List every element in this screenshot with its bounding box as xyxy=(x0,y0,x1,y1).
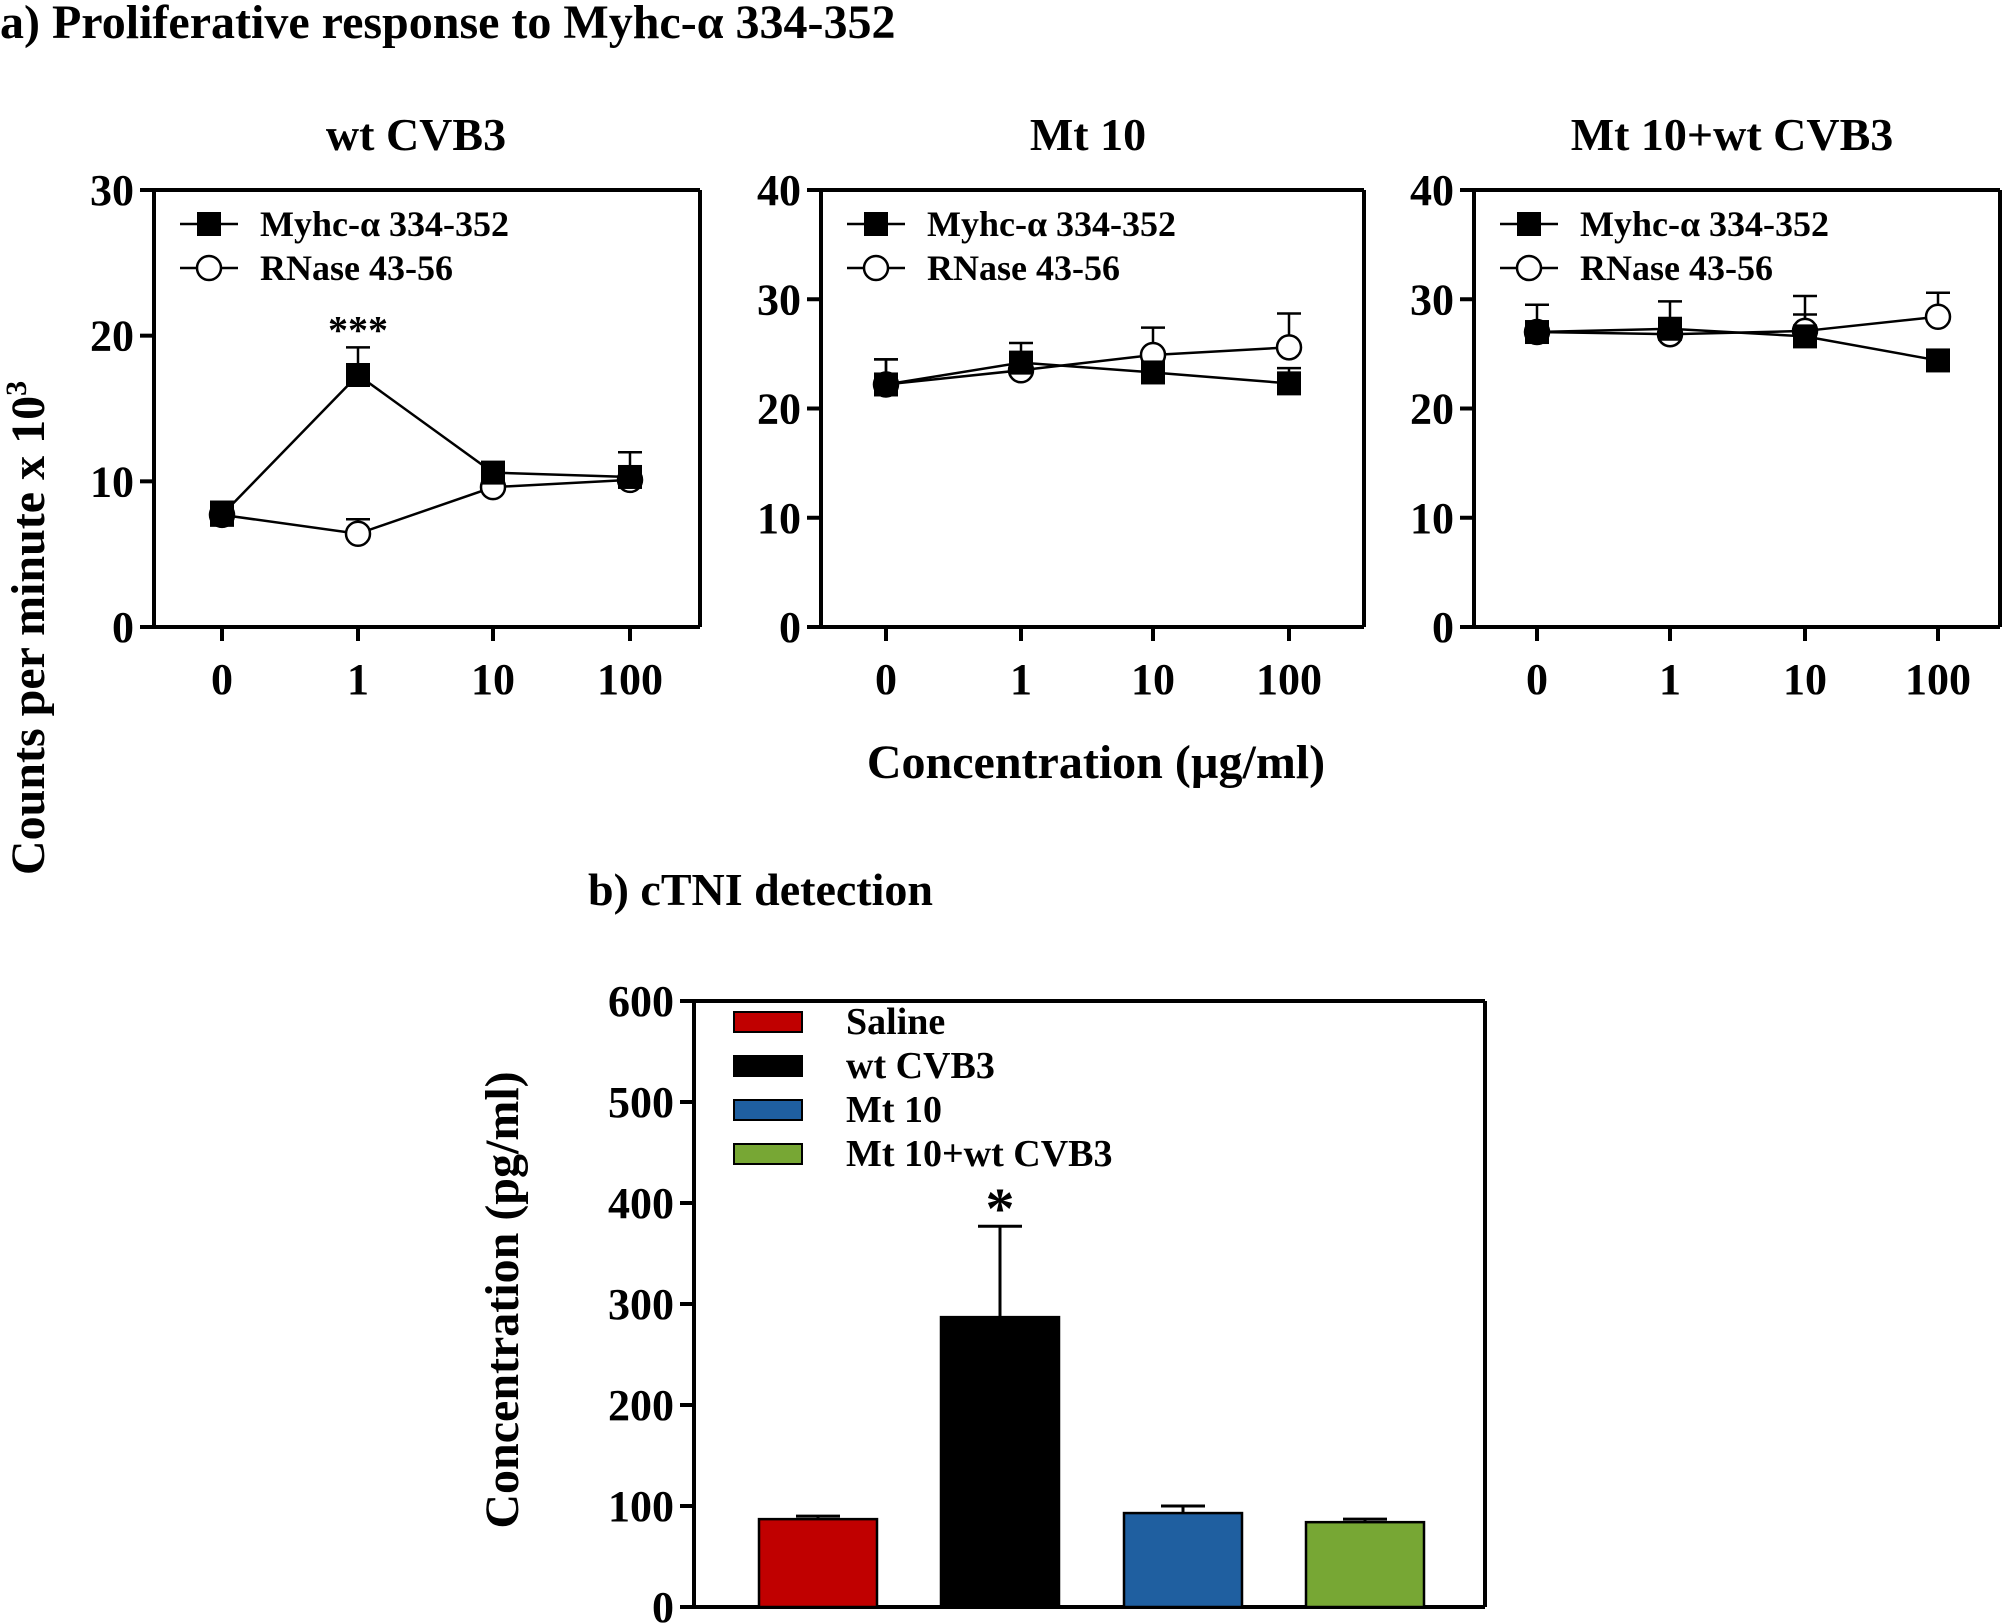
legend-label-1: RNase 43-56 xyxy=(927,248,1120,288)
chart-title: Mt 10 xyxy=(1030,109,1146,160)
x-tick-label: 100 xyxy=(597,655,663,704)
legend-label-1: RNase 43-56 xyxy=(260,248,453,288)
significance-marker: *** xyxy=(328,307,388,352)
y-tick-label: 30 xyxy=(1410,275,1454,324)
x-tick-label: 0 xyxy=(875,655,897,704)
legend-marker-circle xyxy=(195,254,223,282)
data-point-square xyxy=(1926,348,1950,373)
legend-swatch-0 xyxy=(733,1011,803,1033)
bar-2 xyxy=(1122,1511,1244,1609)
y-tick-label: 10 xyxy=(90,457,134,506)
data-point-square xyxy=(1793,324,1817,349)
x-tick-label: 1 xyxy=(347,655,369,704)
y-tick-label: 30 xyxy=(90,166,134,215)
y-axis-label-counts-main: Counts per minute x 10 xyxy=(2,396,55,875)
data-point-square xyxy=(1658,316,1682,341)
data-point-square xyxy=(1141,360,1165,385)
legend-marker-square xyxy=(197,212,221,236)
y-tick-label: 30 xyxy=(757,275,801,324)
legend-label-0: Myhc-α 334-352 xyxy=(1580,204,1829,244)
y-tick-label: 20 xyxy=(757,385,801,434)
bar-1 xyxy=(939,1315,1061,1609)
data-point-square xyxy=(210,502,234,527)
chart-title: Mt 10+wt CVB3 xyxy=(1571,109,1894,160)
y-tick-label: 20 xyxy=(1410,385,1454,434)
legend-label-2: Mt 10 xyxy=(846,1089,942,1131)
chart-title: wt CVB3 xyxy=(326,109,506,160)
y-axis-label-concentration: Concentration (pg/ml) xyxy=(476,1071,529,1528)
significance-marker: * xyxy=(986,1176,1015,1241)
x-tick-label: 0 xyxy=(211,655,233,704)
y-tick-label: 100 xyxy=(608,1482,674,1531)
y-tick-label: 400 xyxy=(608,1179,674,1228)
data-point-square xyxy=(1277,371,1301,396)
legend-label-1: wt CVB3 xyxy=(846,1045,995,1087)
series-line-0 xyxy=(221,373,631,516)
y-tick-label: 300 xyxy=(608,1280,674,1329)
y-tick-label: 600 xyxy=(608,977,674,1026)
y-tick-label: 0 xyxy=(112,603,134,652)
data-point-square xyxy=(346,362,370,387)
x-tick-label: 100 xyxy=(1905,655,1971,704)
data-point-square xyxy=(1525,320,1549,345)
data-point-square xyxy=(1009,350,1033,375)
y-tick-label: 40 xyxy=(757,166,801,215)
data-point-square xyxy=(618,464,642,489)
legend-marker-square xyxy=(1517,212,1541,236)
y-tick-label: 10 xyxy=(1410,494,1454,543)
legend-swatch-3 xyxy=(733,1143,803,1165)
series-line-1 xyxy=(885,346,1290,386)
y-tick-label: 0 xyxy=(779,603,801,652)
y-tick-label: 10 xyxy=(757,494,801,543)
data-point-circle xyxy=(344,520,372,548)
line-chart-mt10-wt-cvb3: Mt 10+wt CVB3 0 10 20 30 40 0 1 10 100 Myhc-α 334-… xyxy=(1410,109,2002,704)
x-tick-label: 10 xyxy=(471,655,515,704)
series-line-1 xyxy=(221,478,631,536)
y-tick-label: 0 xyxy=(1432,603,1454,652)
legend-marker-circle xyxy=(1515,254,1543,282)
legend-marker-circle xyxy=(862,254,890,282)
y-axis-label-counts-superscript: 3 xyxy=(0,381,33,396)
y-tick-label: 200 xyxy=(608,1381,674,1430)
line-chart-mt10: Mt 10 0 10 20 30 40 0 1 10 100 Myhc-α 334-352RNase… xyxy=(757,109,1366,704)
line-chart-wt-cvb3: wt CVB3 0 10 20 30 0 1 10 100 Myhc-α 334-352RNase… xyxy=(90,109,702,704)
legend-label-0: Myhc-α 334-352 xyxy=(927,204,1176,244)
legend-label-3: Mt 10+wt CVB3 xyxy=(846,1133,1113,1175)
panel-a-title: a) Proliferative response to Myhc-α 334-… xyxy=(0,0,895,49)
data-point-circle xyxy=(1275,334,1303,361)
x-axis-label-concentration: Concentration (µg/ml) xyxy=(867,736,1325,789)
bar-0 xyxy=(757,1517,879,1609)
series-line-0 xyxy=(885,361,1290,386)
x-tick-label: 1 xyxy=(1010,655,1032,704)
x-tick-label: 100 xyxy=(1256,655,1322,704)
data-point-circle xyxy=(1924,303,1952,330)
bar-3 xyxy=(1304,1520,1426,1609)
x-tick-label: 10 xyxy=(1131,655,1175,704)
legend-swatch-1 xyxy=(733,1055,803,1077)
series-line-0 xyxy=(1536,327,1939,362)
legend-label-1: RNase 43-56 xyxy=(1580,248,1773,288)
legend-label-0: Saline xyxy=(846,1001,945,1043)
y-axis-label-counts: Counts per minute x 103 xyxy=(0,381,55,875)
x-tick-label: 1 xyxy=(1659,655,1681,704)
data-point-square xyxy=(874,372,898,397)
data-point-square xyxy=(481,460,505,485)
y-tick-label: 40 xyxy=(1410,166,1454,215)
legend-label-0: Myhc-α 334-352 xyxy=(260,204,509,244)
x-tick-label: 0 xyxy=(1526,655,1548,704)
y-tick-label: 20 xyxy=(90,312,134,361)
legend-swatch-2 xyxy=(733,1099,803,1121)
y-tick-label: 500 xyxy=(608,1078,674,1127)
x-tick-label: 10 xyxy=(1783,655,1827,704)
y-tick-label: 0 xyxy=(652,1583,674,1624)
legend-marker-square xyxy=(864,212,888,236)
panel-b-title: b) cTNI detection xyxy=(588,864,933,915)
